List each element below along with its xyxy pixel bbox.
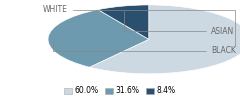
Wedge shape <box>98 5 149 39</box>
Wedge shape <box>48 10 149 67</box>
Legend: 60.0%, 31.6%, 8.4%: 60.0%, 31.6%, 8.4% <box>63 86 177 96</box>
Text: WHITE: WHITE <box>42 5 235 46</box>
Text: ASIAN: ASIAN <box>124 11 234 36</box>
Wedge shape <box>90 5 240 74</box>
Text: BLACK: BLACK <box>53 40 236 55</box>
